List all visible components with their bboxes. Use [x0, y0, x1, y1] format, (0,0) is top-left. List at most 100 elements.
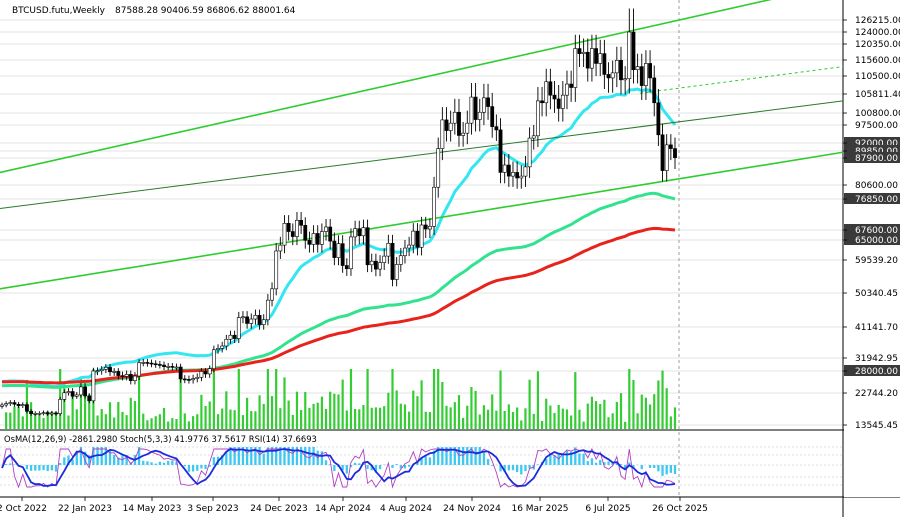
candle-bull: [623, 78, 628, 81]
candle-bull: [419, 224, 424, 248]
candle-bear: [203, 371, 208, 375]
candle-bull: [95, 370, 100, 372]
candle-bear: [315, 233, 320, 245]
candle-bull: [336, 243, 341, 258]
candle-bull: [311, 233, 316, 245]
candle-bear: [444, 119, 449, 131]
candle-bull: [141, 362, 146, 364]
candle-bear: [162, 364, 166, 368]
candle-bull: [511, 172, 515, 177]
oscillator-header: OsMA(12,26,9) -2861.2980 Stoch(5,3,3) 41…: [4, 434, 317, 444]
candle-bull: [74, 394, 79, 397]
candle-bull: [236, 317, 241, 339]
candle-bear: [415, 230, 420, 248]
price-scale-label: 41141.70: [855, 323, 898, 333]
candle-bear: [660, 134, 665, 171]
candle-bear: [390, 242, 395, 280]
candle-bull: [531, 135, 536, 139]
candle-bull: [536, 100, 540, 137]
candle-bull: [664, 144, 669, 171]
price-scale-label: 59539.20: [855, 256, 898, 266]
time-scale-label: 4 Aug 2024: [380, 504, 432, 514]
price-scale-label: 126215.00: [855, 16, 900, 26]
candle-bear: [29, 410, 33, 414]
candle-bull: [282, 222, 287, 246]
candle-bull: [261, 319, 266, 325]
candle-bear: [373, 260, 378, 270]
price-scale-label: 100800.00: [855, 109, 900, 119]
price-scale-label: 110500.00: [855, 72, 900, 82]
candle-bear: [157, 364, 162, 366]
candle-bull: [378, 262, 382, 270]
candle-bear: [128, 374, 133, 381]
candle-bull: [41, 412, 46, 414]
candle-bear: [648, 63, 652, 79]
candle-bear: [120, 375, 125, 377]
price-label-highlight: [844, 137, 900, 148]
candle-bull: [448, 122, 453, 131]
price-scale-label: 120350.00: [855, 40, 900, 50]
candle-bear: [506, 164, 511, 177]
time-scale-label: 22 Jan 2023: [58, 504, 112, 514]
candle-bull: [369, 260, 374, 266]
candle-bear: [548, 81, 553, 96]
candle-bull: [278, 244, 283, 252]
price-scale-label: 92000.00: [855, 139, 898, 149]
price-scale-label: 124000.00: [855, 28, 900, 38]
price-label-highlight: [844, 193, 900, 204]
time-scale-label: 24 Dec 2023: [250, 504, 308, 514]
candle-bear: [494, 126, 499, 131]
candle-bear: [656, 102, 661, 136]
candle-bear: [257, 315, 262, 325]
candle-bear: [556, 98, 561, 109]
candle-bull: [627, 31, 632, 79]
candle-bull: [610, 72, 615, 79]
candle-bull: [91, 370, 96, 402]
candle-bull: [137, 362, 141, 377]
candle-bull: [465, 122, 470, 134]
price-label-highlight: [844, 224, 900, 235]
candle-bull: [112, 371, 117, 373]
candle-bull: [527, 137, 532, 168]
candle-bull: [394, 264, 399, 280]
price-scale-label: 105811.40: [855, 90, 900, 100]
candle-bear: [577, 48, 582, 54]
candle-bull: [199, 371, 204, 378]
ma-line: [2, 226, 676, 385]
candle-bull: [58, 399, 63, 414]
candle-bear: [290, 231, 295, 237]
candle-bear: [328, 226, 333, 242]
candle-bear: [153, 363, 158, 366]
channel-line-middle: [0, 100, 844, 210]
candle-bull: [353, 228, 358, 238]
candle-bear: [54, 412, 58, 415]
candle-bull: [386, 242, 391, 257]
candle-bear: [25, 404, 29, 412]
time-scale-label: 14 May 2023: [123, 504, 182, 514]
candle-bear: [332, 240, 337, 258]
candle-bear: [145, 362, 150, 364]
candle-bull: [411, 230, 416, 246]
candle-bull: [452, 111, 457, 124]
candle-bull: [398, 255, 403, 265]
candle-bear: [149, 362, 154, 365]
candle-bull: [407, 244, 412, 249]
candle-bear: [340, 243, 345, 266]
candle-bull: [211, 349, 216, 369]
candle-bear: [473, 96, 478, 120]
candle-bear: [182, 378, 187, 381]
candle-bull: [220, 345, 225, 349]
candle-bull: [20, 404, 25, 406]
candle-bear: [16, 403, 21, 406]
rsi-line: [1, 448, 676, 487]
chart-ohlc-header: 87588.28 90406.59 86806.62 88001.64: [115, 6, 296, 16]
candle-bull: [519, 175, 524, 179]
candle-bull: [440, 119, 445, 149]
candle-bull: [560, 94, 565, 109]
candle-bull: [581, 51, 586, 54]
candle-bear: [12, 402, 17, 405]
candle-bull: [614, 60, 619, 74]
price-scale-label: 50340.45: [855, 289, 898, 299]
